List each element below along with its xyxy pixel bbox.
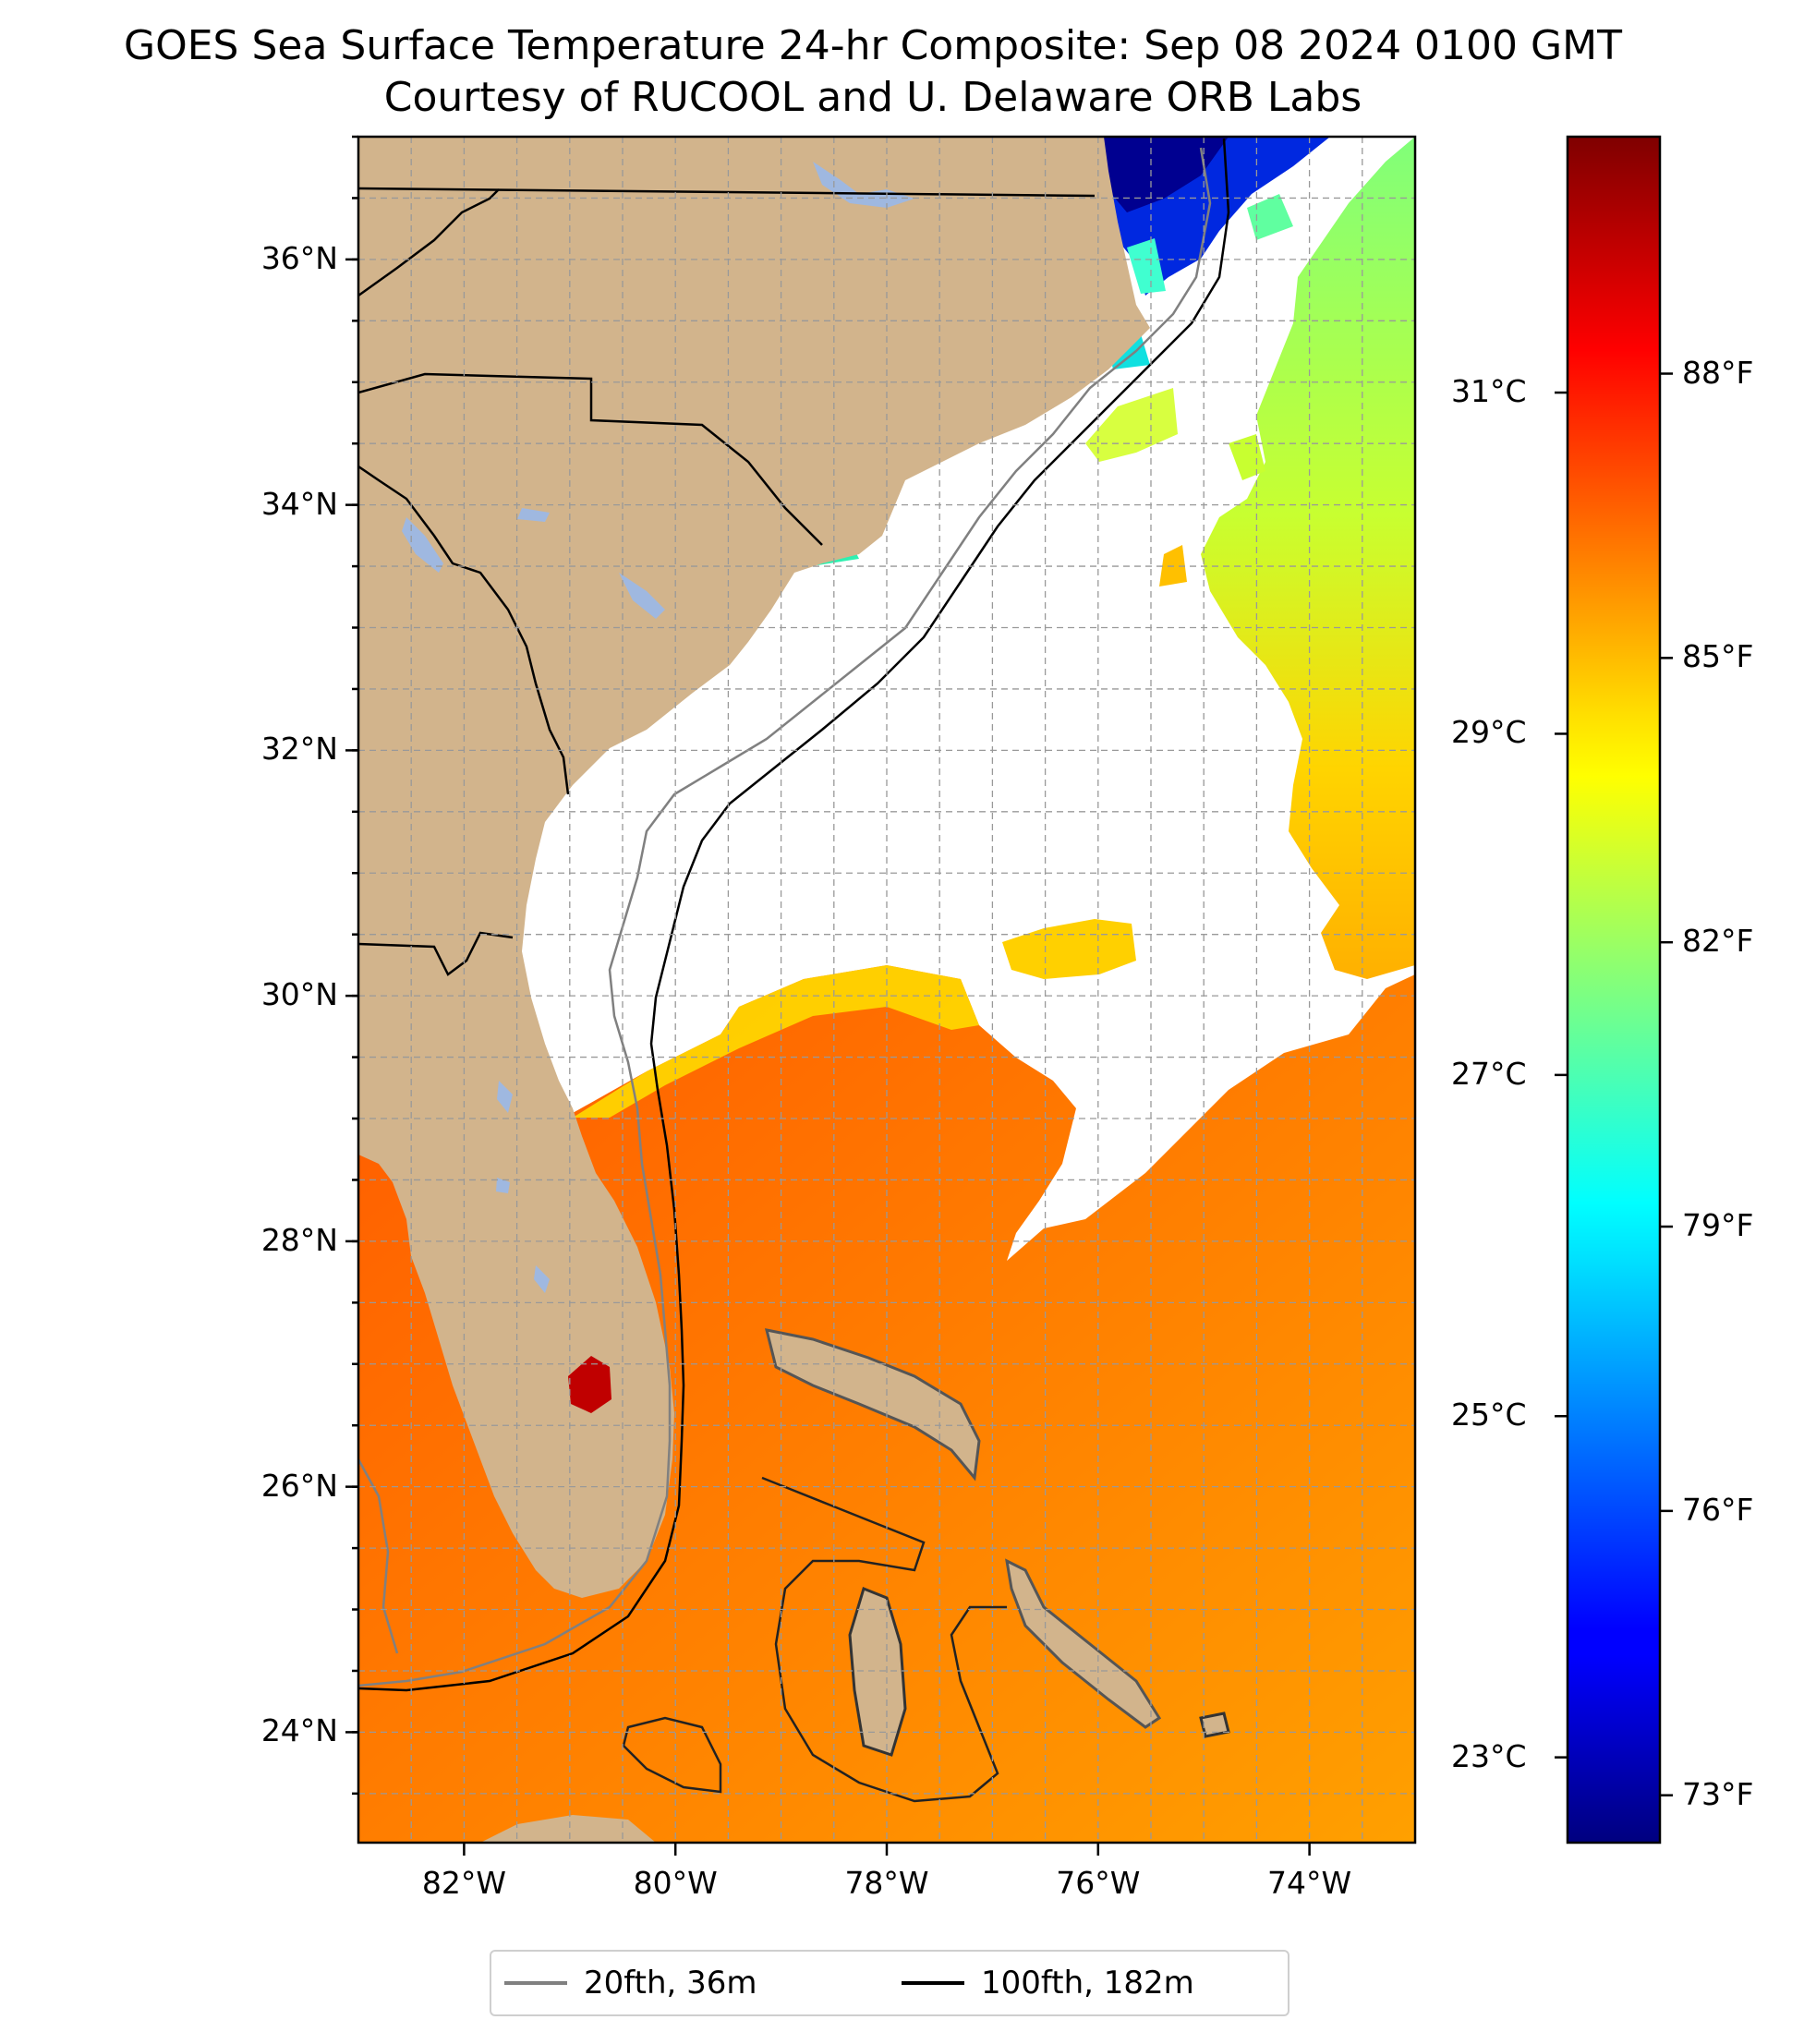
land-eleuthera <box>1005 1558 1162 1729</box>
legend: 20fth, 36m 100fth, 182m <box>490 1950 1289 2016</box>
map-title: GOES Sea Surface Temperature 24-hr Compo… <box>124 22 1622 69</box>
colorbar-f-label: 76°F <box>1682 1491 1754 1528</box>
lat-tick-label: 32°N <box>260 731 338 768</box>
lon-tick-label: 76°W <box>1056 1865 1141 1901</box>
sst-east-patch <box>1229 434 1265 480</box>
sst-patch-2 <box>1085 388 1178 462</box>
colorbar-f-label: 79°F <box>1682 1207 1754 1244</box>
colorbar-f-label: 88°F <box>1682 354 1754 391</box>
land-grand-bahama <box>764 1328 981 1482</box>
colorbar-f-label: 73°F <box>1682 1775 1754 1812</box>
lat-tick-label: 24°N <box>260 1712 338 1749</box>
lon-tick-label: 78°W <box>844 1865 929 1901</box>
lat-tick-label: 28°N <box>260 1221 338 1258</box>
sst-yellow-band <box>573 965 979 1118</box>
land-southeast-us <box>358 137 1150 1598</box>
lon-tick-label: 80°W <box>633 1865 718 1901</box>
contour-bahamas-bank <box>761 1476 1007 1803</box>
contour-20fth <box>358 147 1212 1687</box>
lake-1 <box>813 162 914 208</box>
lon-tick-label: 74°W <box>1267 1865 1352 1901</box>
lat-tick-label: 34°N <box>260 485 338 522</box>
land-cuba-edge <box>480 1815 656 1843</box>
sst-cold-core <box>1095 137 1229 212</box>
legend-item-100fth: 100fth, 182m <box>902 1952 1194 2014</box>
lake-3 <box>517 508 550 522</box>
legend-label-100fth: 100fth, 182m <box>981 1965 1194 2002</box>
colorbar-c-label: 29°C <box>1451 714 1527 751</box>
lake-7 <box>496 1178 510 1193</box>
sst-cyan-patch-4 <box>1247 194 1293 240</box>
lake-6 <box>534 1265 550 1293</box>
land-small-cay <box>1199 1711 1230 1738</box>
lon-tick-label: 82°W <box>421 1865 506 1901</box>
colorbar-c-label: 27°C <box>1451 1055 1527 1092</box>
land-andros <box>848 1586 907 1757</box>
colorbar-c-label: 25°C <box>1451 1397 1527 1433</box>
legend-line-gray <box>504 1981 567 1985</box>
colorbar-c-label: 23°C <box>1451 1737 1527 1774</box>
contour-20fth-gulf <box>358 1458 399 1654</box>
sst-lake-okeechobee <box>568 1356 611 1413</box>
colorbar-ticks <box>1555 372 1673 1796</box>
lat-tick-label: 30°N <box>260 976 338 1013</box>
legend-label-20fth: 20fth, 36m <box>584 1965 757 2002</box>
contour-tongue-of-ocean <box>622 1716 722 1794</box>
map-subtitle: Courtesy of RUCOOL and U. Delaware ORB L… <box>383 74 1362 121</box>
colorbar-f-label: 85°F <box>1682 638 1754 675</box>
colorbar-c-label: 31°C <box>1451 373 1527 410</box>
legend-item-20fth: 20fth, 36m <box>504 1952 757 2014</box>
lake-4 <box>619 573 665 619</box>
map-axis-ticks <box>345 135 1311 1856</box>
colorbar <box>1566 135 1662 1844</box>
sst-east-field <box>1201 137 1415 979</box>
state-borders <box>358 187 1096 976</box>
lake-2 <box>402 517 443 573</box>
lake-5 <box>497 1081 513 1113</box>
lat-tick-label: 36°N <box>260 239 338 276</box>
map-gridlines <box>358 137 1415 1843</box>
lat-tick-label: 26°N <box>260 1467 338 1504</box>
colorbar-f-label: 82°F <box>1682 923 1754 960</box>
sst-cyan-patch-2 <box>1127 238 1166 294</box>
legend-line-black <box>902 1981 964 1985</box>
contour-100fth <box>358 138 1230 1692</box>
